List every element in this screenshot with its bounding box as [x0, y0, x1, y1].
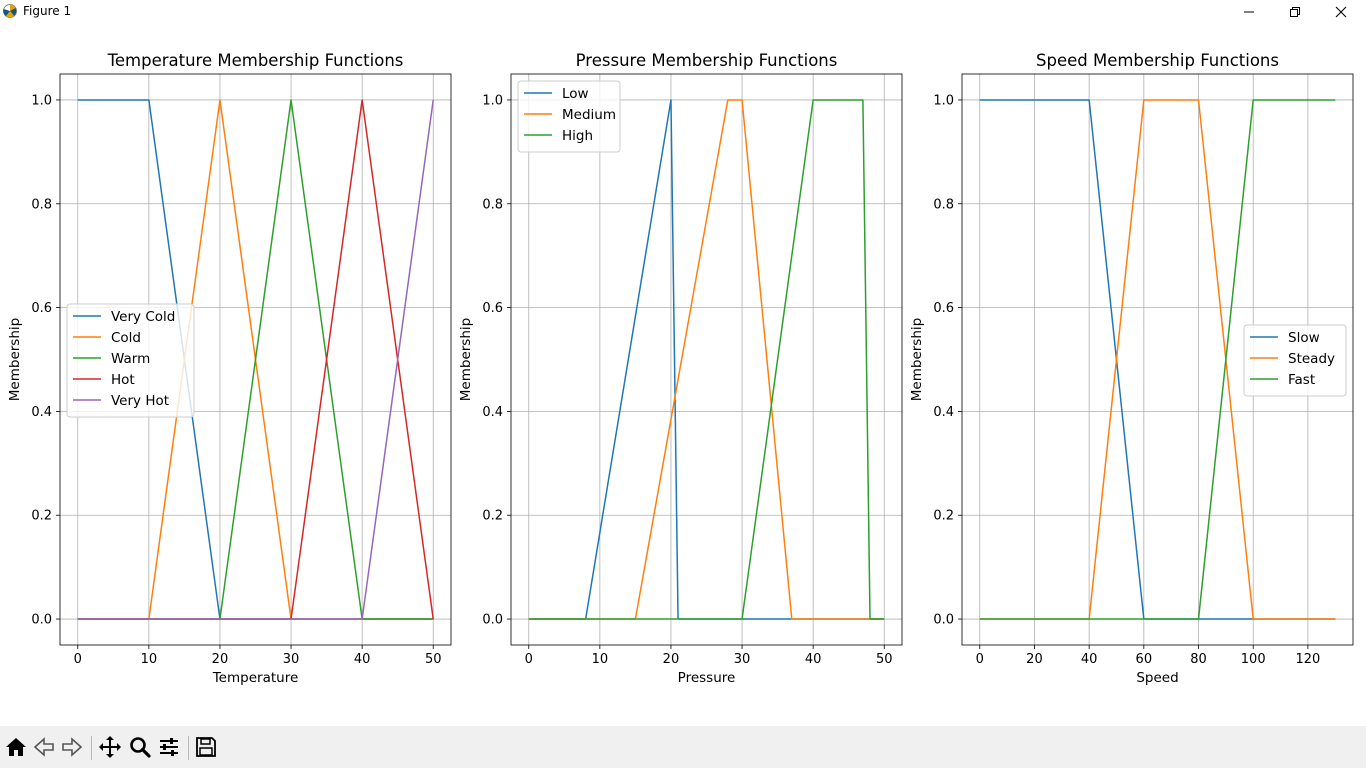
x-axis-label: Speed — [1136, 670, 1178, 686]
legend-entry: Low — [562, 86, 589, 102]
forward-button[interactable] — [58, 733, 86, 761]
legend-entry: Slow — [1288, 330, 1320, 346]
legend: Slow Steady Fast — [1243, 324, 1347, 397]
chart-title: Pressure Membership Functions — [576, 51, 838, 70]
x-tick-label: 0 — [976, 652, 984, 667]
legend: Low Medium High — [517, 80, 621, 153]
series-line-low — [528, 99, 885, 620]
chart-title: Speed Membership Functions — [1036, 51, 1279, 70]
y-tick-label: 1.0 — [482, 93, 503, 108]
x-tick-label: 50 — [876, 652, 893, 667]
save-icon — [196, 737, 216, 757]
series-line-fast — [979, 99, 1336, 620]
y-tick-label: 0.6 — [933, 301, 954, 316]
axes-frame — [59, 73, 452, 646]
y-tick-label: 0.6 — [482, 301, 503, 316]
legend: Very Cold Cold Warm Hot Very Hot — [66, 303, 195, 418]
y-axis-label: Membership — [7, 318, 23, 401]
x-axis-label: Pressure — [678, 670, 736, 686]
y-tick-label: 0.8 — [933, 197, 954, 212]
pan-button[interactable] — [96, 733, 124, 761]
legend-entry: Warm — [111, 351, 150, 367]
x-tick-label: 30 — [283, 652, 300, 667]
x-tick-label: 120 — [1295, 652, 1320, 667]
legend-entry: Medium — [562, 107, 616, 123]
legend-entry: Very Cold — [111, 309, 175, 325]
minimize-icon — [1244, 11, 1254, 13]
close-button[interactable] — [1318, 0, 1364, 24]
minimize-button[interactable] — [1226, 0, 1272, 24]
legend-entry: Very Hot — [111, 393, 169, 409]
zoom-icon — [130, 737, 151, 758]
legend-box — [66, 303, 195, 418]
save-button[interactable] — [192, 733, 220, 761]
configure-subplots-button[interactable] — [155, 733, 183, 761]
x-tick-label: 50 — [425, 652, 442, 667]
home-button[interactable] — [2, 733, 30, 761]
series-line-very-hot — [77, 99, 434, 620]
y-tick-label: 0.0 — [933, 613, 954, 628]
x-tick-label: 10 — [592, 652, 609, 667]
x-tick-label: 20 — [212, 652, 229, 667]
y-tick-label: 0.2 — [933, 509, 954, 524]
y-axis-label: Membership — [909, 318, 925, 401]
y-tick-label: 0.8 — [482, 197, 503, 212]
toolbar-separator — [91, 736, 92, 760]
y-tick-label: 0.6 — [31, 301, 52, 316]
subplot-1[interactable]: 0 10 20 30 40 50 0.0 0.2 0.4 0.6 0.8 1.0 Temperature… — [7, 51, 452, 686]
matplotlib-logo-icon — [3, 4, 17, 18]
figure-canvas[interactable]: 0 10 20 30 40 50 0.0 0.2 0.4 0.6 0.8 1.0 Temperature… — [0, 24, 1366, 726]
x-tick-label: 40 — [354, 652, 371, 667]
series-line-high — [528, 99, 885, 620]
x-tick-label: 30 — [734, 652, 751, 667]
y-tick-label: 1.0 — [31, 93, 52, 108]
x-tick-label: 20 — [663, 652, 680, 667]
chart-title: Temperature Membership Functions — [107, 51, 404, 70]
close-icon — [1335, 6, 1347, 18]
axes-frame — [510, 73, 903, 646]
navigation-toolbar — [0, 726, 1366, 768]
forward-icon — [62, 737, 83, 757]
subplot-2[interactable]: 0 10 20 30 40 50 0.0 0.2 0.4 0.6 0.8 1.0 Pressure Mem… — [458, 51, 903, 686]
legend-entry: Hot — [111, 372, 135, 388]
x-tick-label: 40 — [805, 652, 822, 667]
x-tick-label: 0 — [525, 652, 533, 667]
x-tick-label: 100 — [1241, 652, 1266, 667]
y-tick-label: 0.8 — [31, 197, 52, 212]
restore-icon — [1290, 7, 1300, 17]
legend-entry: Fast — [1288, 372, 1315, 388]
x-axis-label: Temperature — [212, 670, 299, 686]
back-button[interactable] — [30, 733, 58, 761]
zoom-button[interactable] — [126, 733, 154, 761]
x-tick-label: 0 — [74, 652, 82, 667]
legend-entry: High — [562, 128, 593, 144]
subplot-3[interactable]: 0 20 40 60 80 100 120 0.0 0.2 0.4 0.6 0.8 1.0 Speed Me… — [909, 51, 1354, 686]
x-tick-label: 10 — [141, 652, 158, 667]
y-tick-label: 1.0 — [933, 93, 954, 108]
y-tick-label: 0.0 — [482, 613, 503, 628]
y-axis-label: Membership — [458, 318, 474, 401]
home-icon — [6, 738, 26, 756]
toolbar-separator — [188, 736, 189, 760]
back-icon — [33, 737, 54, 757]
pan-icon — [99, 736, 121, 758]
x-tick-label: 40 — [1081, 652, 1098, 667]
x-tick-label: 60 — [1136, 652, 1153, 667]
y-tick-label: 0.4 — [933, 405, 954, 420]
series-line-medium — [528, 99, 885, 620]
axes-frame — [961, 73, 1354, 646]
legend-entry: Cold — [111, 330, 141, 346]
x-tick-label: 20 — [1026, 652, 1043, 667]
y-tick-label: 0.4 — [31, 405, 52, 420]
y-tick-label: 0.4 — [482, 405, 503, 420]
legend-entry: Steady — [1288, 351, 1335, 367]
window-titlebar: Figure 1 — [0, 0, 1366, 24]
y-tick-label: 0.0 — [31, 613, 52, 628]
configure-icon — [160, 738, 178, 756]
restore-button[interactable] — [1272, 0, 1318, 24]
x-tick-label: 80 — [1190, 652, 1207, 667]
y-tick-label: 0.2 — [482, 509, 503, 524]
window-title: Figure 1 — [23, 4, 72, 18]
y-tick-label: 0.2 — [31, 509, 52, 524]
